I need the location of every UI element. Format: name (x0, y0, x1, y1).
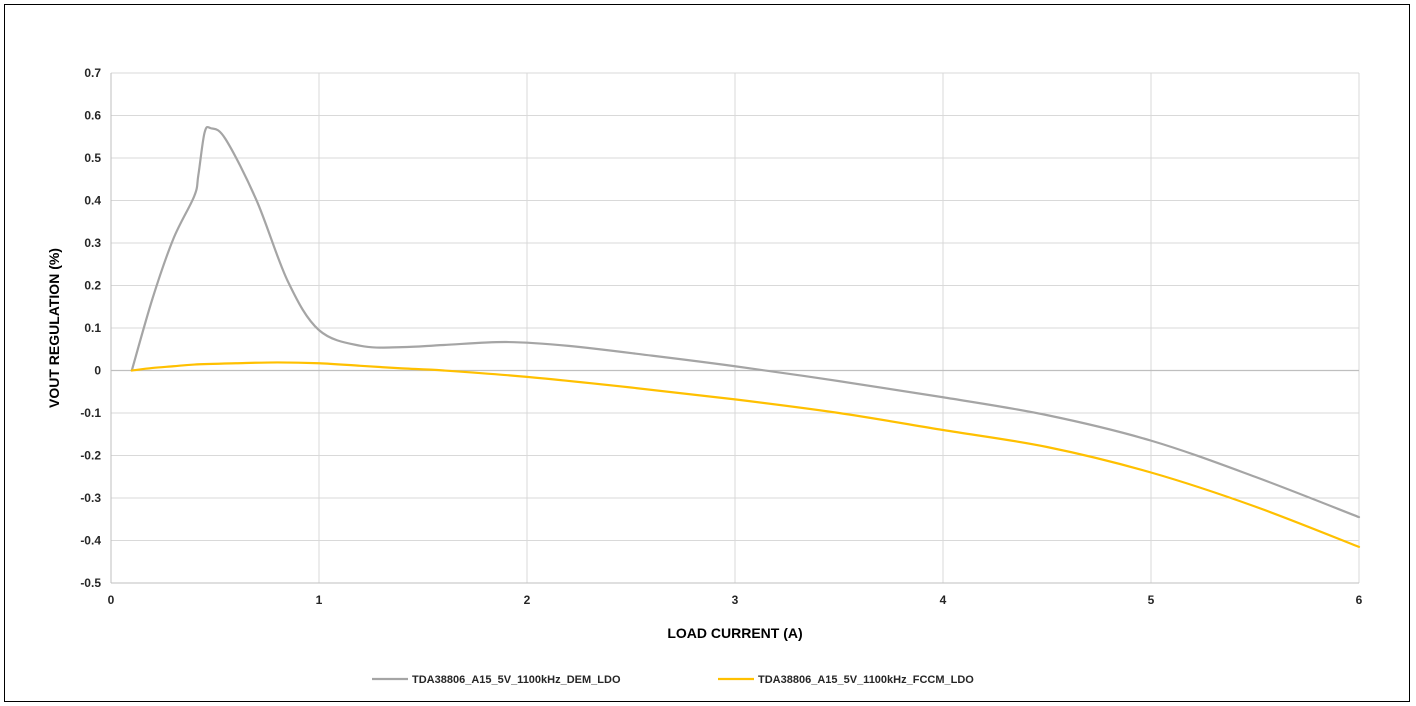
y-tick-label: 0 (94, 364, 101, 378)
x-tick-label: 4 (940, 593, 947, 607)
x-axis-title: LOAD CURRENT (A) (667, 625, 802, 641)
y-tick-label: -0.5 (80, 576, 101, 590)
y-tick-label: 0.7 (84, 66, 101, 80)
y-tick-label: 0.6 (84, 109, 101, 123)
x-tick-label: 1 (316, 593, 323, 607)
chart: 0.7 0.6 0.5 0.4 0.3 0.2 0.1 0 -0.1 -0.2 -0.3 -0.4 -0… (46, 66, 1363, 686)
y-tick-label: 0.5 (84, 151, 101, 165)
y-tick-label: -0.1 (80, 406, 101, 420)
grid (111, 72, 1360, 584)
y-tick-label: -0.4 (80, 534, 101, 548)
legend-label-2: TDA38806_A15_5V_1100kHz_FCCM_LDO (758, 674, 974, 686)
series-line-1 (130, 125, 1361, 519)
y-axis-title: VOUT REGULATION (%) (46, 248, 62, 408)
series-lines (130, 125, 1361, 548)
legend-label-1: TDA38806_A15_5V_1100kHz_DEM_LDO (412, 674, 621, 686)
y-tick-label: 0.3 (84, 236, 101, 250)
y-tick-label: -0.2 (80, 449, 101, 463)
y-tick-label: 0.4 (84, 194, 101, 208)
series-line-2 (130, 361, 1361, 548)
chart-frame: 0.7 0.6 0.5 0.4 0.3 0.2 0.1 0 -0.1 -0.2 -0.3 -0.4 -0… (4, 4, 1410, 702)
y-tick-label: 0.1 (84, 321, 101, 335)
x-tick-label: 5 (1148, 593, 1155, 607)
x-tick-label: 0 (108, 593, 115, 607)
x-tick-label: 2 (524, 593, 531, 607)
axes (110, 73, 1359, 584)
y-tick-label: -0.3 (80, 491, 101, 505)
x-tick-label: 3 (732, 593, 739, 607)
x-tick-label: 6 (1356, 593, 1363, 607)
legend: TDA38806_A15_5V_1100kHz_DEM_LDO TDA38806_… (372, 674, 974, 686)
tick-labels: 0.7 0.6 0.5 0.4 0.3 0.2 0.1 0 -0.1 -0.2 -0.3 -0.4 -0… (80, 66, 1362, 607)
y-tick-label: 0.2 (84, 279, 101, 293)
